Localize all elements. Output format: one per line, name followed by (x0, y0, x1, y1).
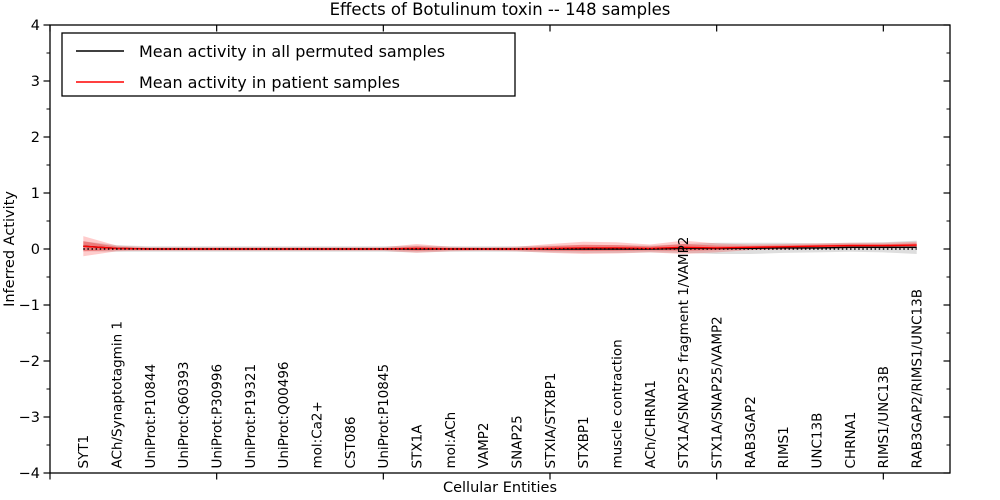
x-category-label: mol:Ca2+ (310, 401, 326, 468)
x-category-label: UniProt:P30996 (210, 364, 226, 469)
x-category-label: CHRNA1 (843, 412, 859, 469)
x-category-label: RIMS1 (776, 426, 792, 468)
band-permuted-std (83, 240, 917, 254)
y-tick-label: −2 (19, 354, 40, 370)
legend-label-permuted: Mean activity in all permuted samples (139, 42, 445, 61)
x-category-label: UniProt:P10845 (376, 364, 392, 469)
x-category-label: UNC13B (810, 413, 826, 469)
y-axis-label: Inferred Activity (2, 191, 18, 307)
legend-frame (61, 32, 516, 97)
y-tick-label: 0 (31, 242, 40, 258)
legend: Mean activity in all permuted samples Me… (61, 32, 516, 97)
x-category-label: STX1A/SNAP25/VAMP2 (710, 316, 726, 468)
y-tick-label: 4 (31, 18, 40, 34)
x-category-label: UniProt:Q60393 (176, 361, 192, 468)
chart-title: Effects of Botulinum toxin -- 148 sample… (330, 0, 671, 19)
y-tick-label: 1 (31, 186, 40, 202)
axes-ticks: 4 3 2 1 0 −1 −2 −3 −4 SYT1 ACh/Synaptotagmin 1 UniP… (19, 18, 950, 482)
x-category-label: STXIA/STXBP1 (543, 373, 559, 469)
x-category-label: RAB3GAP2/RIMS1/UNC13B (910, 289, 926, 468)
x-category-label: VAMP2 (476, 423, 492, 469)
x-category-label: STXBP1 (576, 416, 592, 468)
y-tick-label: 3 (31, 74, 40, 90)
x-category-label: UniProt:P19321 (243, 364, 259, 469)
y-tick-label: −1 (19, 298, 40, 314)
x-category-label: SYT1 (76, 435, 92, 469)
y-tick-label: 2 (31, 130, 40, 146)
x-category-label: RAB3GAP2 (743, 396, 759, 468)
x-category-label: STX1A (410, 424, 426, 469)
x-category-label: CST086 (343, 416, 359, 468)
x-category-label: mol:ACh (443, 412, 459, 469)
band-patient-std-outer (83, 236, 917, 257)
series-line-1 (83, 244, 917, 250)
x-category-label: STX1A/SNAP25 fragment 1/VAMP2 (676, 237, 692, 469)
y-tick-label: −3 (19, 410, 40, 426)
y-tick-label: −4 (19, 466, 40, 482)
x-category-label: RIMS1/UNC13B (876, 366, 892, 469)
x-category-label: ACh/CHRNA1 (643, 380, 659, 468)
x-category-label: ACh/Synaptotagmin 1 (110, 321, 126, 469)
x-category-label: muscle contraction (610, 339, 626, 468)
x-category-label: UniProt:Q00496 (276, 361, 292, 468)
x-axis-label: Cellular Entities (443, 480, 557, 496)
plot-series-area (83, 236, 917, 257)
legend-label-patient: Mean activity in patient samples (139, 73, 400, 92)
x-category-label: UniProt:P10844 (143, 364, 159, 469)
x-category-label: SNAP25 (510, 415, 526, 468)
